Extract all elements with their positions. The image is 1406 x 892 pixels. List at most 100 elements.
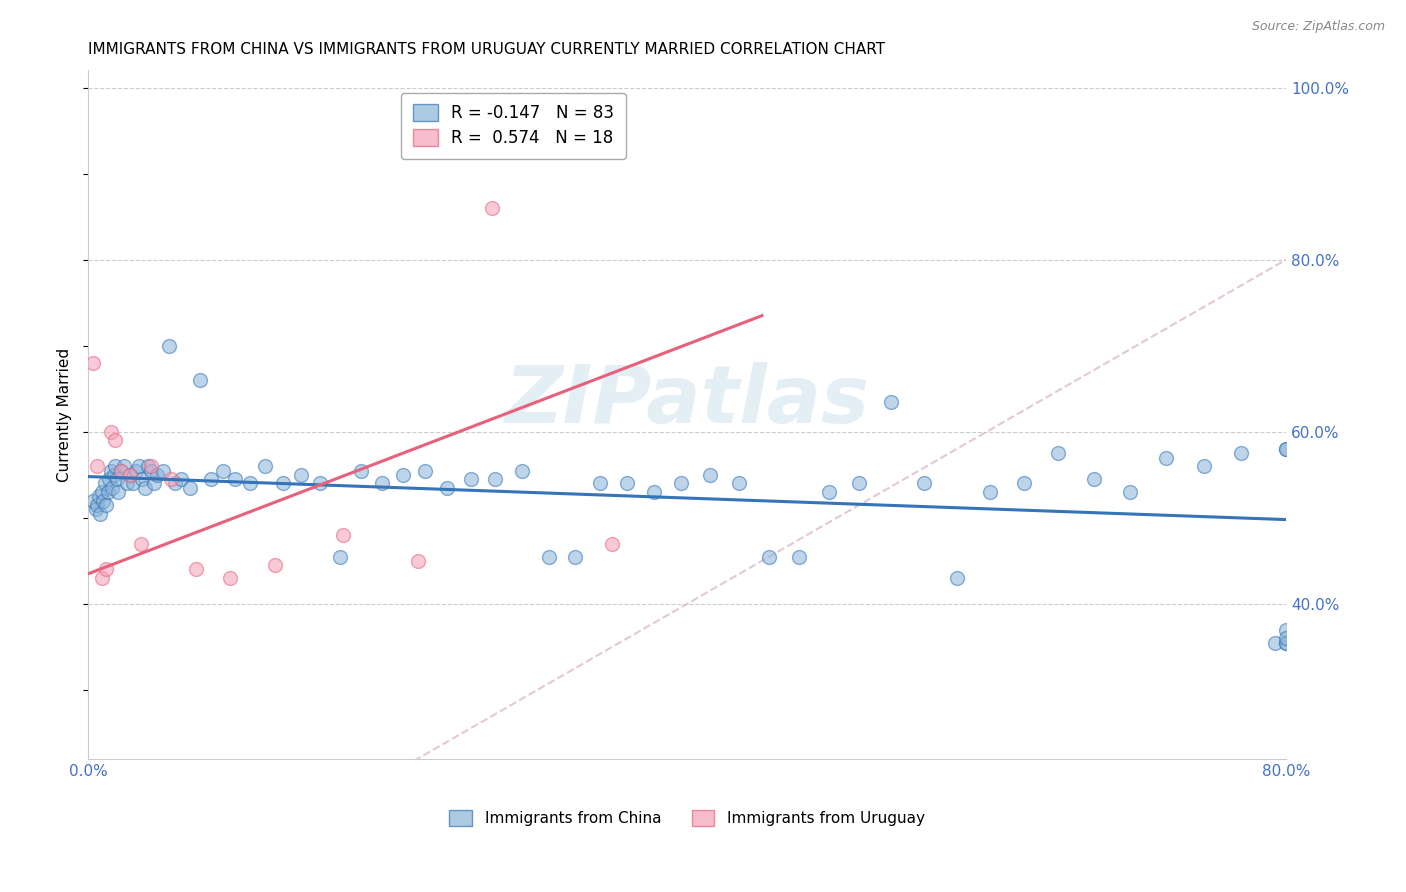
Point [112, 459, 135, 474]
Point [564, 549, 586, 564]
Point [82, 356, 104, 370]
Point [94, 498, 117, 512]
Point [146, 467, 169, 482]
Point [212, 464, 235, 478]
Text: Source: ZipAtlas.com: Source: ZipAtlas.com [1251, 20, 1385, 33]
Point [758, 549, 780, 564]
Point [87, 489, 110, 503]
Point [669, 476, 692, 491]
Point [139, 464, 162, 478]
Text: IMMIGRANTS FROM CHINA VS IMMIGRANTS FROM URUGUAY CURRENTLY MARRIED CORRELATION C: IMMIGRANTS FROM CHINA VS IMMIGRANTS FROM… [89, 42, 886, 57]
Point [105, 472, 128, 486]
Point [264, 558, 287, 573]
Point [93, 476, 115, 491]
Point [200, 472, 222, 486]
Point [131, 472, 153, 486]
Point [219, 571, 242, 585]
Point [86, 498, 108, 512]
Text: ZIPatlas: ZIPatlas [505, 362, 869, 440]
Point [157, 339, 180, 353]
Point [120, 467, 142, 482]
Point [139, 459, 162, 474]
Point [89, 507, 111, 521]
Point [484, 472, 506, 486]
Point [1275, 635, 1298, 649]
Point [98, 472, 121, 486]
Point [103, 467, 125, 482]
Point [589, 476, 612, 491]
Point [460, 472, 482, 486]
Point [979, 485, 1001, 500]
Point [848, 476, 870, 491]
Point [100, 425, 122, 439]
Point [481, 201, 503, 215]
Point [1012, 476, 1035, 491]
Point [129, 536, 152, 550]
Point [100, 464, 122, 478]
Point [818, 485, 841, 500]
Point [97, 485, 120, 500]
Point [86, 459, 108, 474]
Point [538, 549, 561, 564]
Point [170, 472, 193, 486]
Point [1275, 632, 1298, 646]
Point [789, 549, 811, 564]
Point [1275, 635, 1298, 649]
Point [82, 493, 104, 508]
Point [224, 472, 246, 486]
Point [253, 459, 276, 474]
Point [1275, 442, 1298, 456]
Point [90, 571, 112, 585]
Point [1119, 485, 1142, 500]
Point [616, 476, 638, 491]
Point [122, 476, 145, 491]
Point [1275, 623, 1298, 637]
Point [332, 528, 354, 542]
Point [143, 476, 166, 491]
Point [699, 467, 721, 482]
Point [945, 571, 967, 585]
Point [600, 536, 623, 550]
Point [125, 464, 148, 478]
Point [190, 373, 212, 387]
Point [163, 476, 186, 491]
Point [912, 476, 935, 491]
Point [512, 464, 534, 478]
Point [159, 472, 181, 486]
Point [406, 554, 429, 568]
Point [413, 464, 436, 478]
Point [1083, 472, 1105, 486]
Y-axis label: Currently Married: Currently Married [58, 348, 72, 482]
Point [104, 459, 127, 474]
Point [350, 464, 373, 478]
Point [436, 481, 458, 495]
Point [290, 467, 312, 482]
Point [136, 459, 159, 474]
Point [643, 485, 665, 500]
Point [329, 549, 352, 564]
Point [84, 502, 107, 516]
Point [309, 476, 332, 491]
Point [1275, 442, 1298, 456]
Point [110, 464, 132, 478]
Point [179, 481, 201, 495]
Point [91, 493, 114, 508]
Point [110, 464, 132, 478]
Point [115, 476, 138, 491]
Point [134, 481, 156, 495]
Point [184, 562, 207, 576]
Point [101, 481, 124, 495]
Legend: Immigrants from China, Immigrants from Uruguay: Immigrants from China, Immigrants from U… [443, 805, 931, 832]
Point [1264, 635, 1286, 649]
Point [370, 476, 392, 491]
Point [728, 476, 751, 491]
Point [104, 434, 127, 448]
Point [1230, 446, 1253, 460]
Point [128, 459, 150, 474]
Point [391, 467, 413, 482]
Point [1192, 459, 1215, 474]
Point [239, 476, 262, 491]
Point [107, 485, 129, 500]
Point [94, 562, 117, 576]
Point [271, 476, 294, 491]
